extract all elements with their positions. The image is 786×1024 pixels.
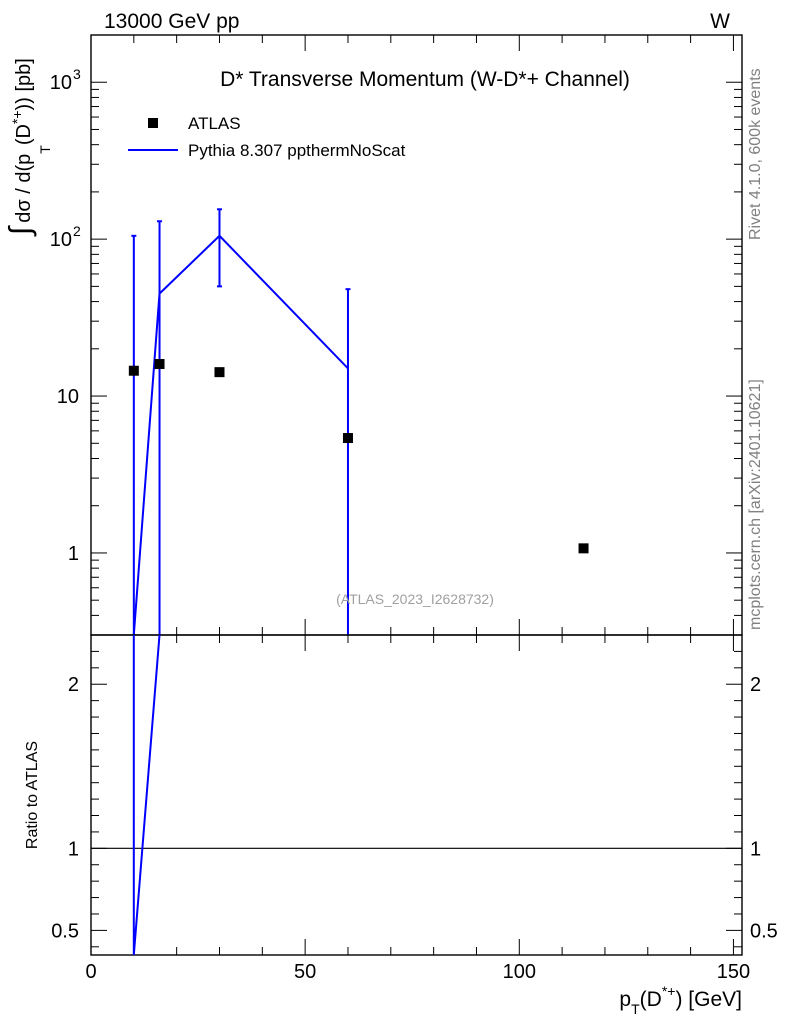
chart-title: D* Transverse Momentum (W-D*+ Channel)	[220, 68, 630, 91]
ratio-series	[91, 634, 742, 956]
ratio-plot-frame	[90, 634, 743, 956]
x-axis-label: pT(D*+) [GeV]	[619, 983, 742, 1017]
analysis-annotation: (ATLAS_2023_I2628732)	[336, 591, 494, 607]
header-right: W	[710, 10, 730, 33]
header-left: 13000 GeV pp	[104, 10, 239, 33]
y-tick-label: 10	[50, 229, 72, 251]
main-series	[128, 208, 589, 636]
ratio-y-axis-label: Ratio to ATLAS	[24, 741, 41, 849]
legend: ATLAS Pythia 8.307 ppthermNoScat	[128, 114, 406, 160]
atlas-data-point	[342, 433, 353, 444]
ratio-y-tick-label-left: 1	[68, 838, 79, 860]
legend-label-pythia: Pythia 8.307 ppthermNoScat	[188, 141, 406, 160]
y-label-sub: T	[37, 145, 53, 154]
x-tick-label: 150	[717, 961, 750, 983]
ratio-y-tick-label-left: 2	[68, 674, 79, 696]
y-tick-label: 1	[68, 543, 79, 565]
x-tick-label: 50	[294, 961, 316, 983]
x-label-main: p	[619, 988, 631, 1011]
y-label-end: )) [pb]	[13, 58, 35, 110]
ratio-y-tick-label-left: 0.5	[51, 920, 79, 942]
atlas-data-point	[214, 367, 225, 378]
y-tick-label: 10	[50, 72, 72, 94]
svg-text:∫dσ / d(pT(D*+)) [pb]: ∫ dσ / d(pT(D*+)) [pb]	[4, 58, 53, 237]
ratio-y-tick-label-right: 0.5	[750, 920, 778, 942]
svg-text:pT(D*+) [GeV]: pT(D*+) [GeV]	[619, 983, 742, 1017]
rivet-info: Rivet 4.1.0, 600k events	[747, 68, 764, 240]
x-tick-label: 0	[85, 961, 96, 983]
legend-label-atlas: ATLAS	[188, 114, 241, 133]
ratio-y-tick-label-right: 1	[750, 838, 761, 860]
y-label-integral: ∫	[4, 225, 37, 237]
atlas-data-point	[578, 543, 589, 554]
y-label-main: dσ / d(p	[13, 154, 35, 223]
y-label-sup: *+	[9, 110, 25, 124]
legend-marker-atlas	[148, 118, 158, 128]
main-y-axis-label: ∫ dσ / d(pT(D*+)) [pb]	[4, 58, 53, 237]
y-tick-label-exponent: 2	[73, 223, 81, 239]
ratio-pythia-line	[132, 634, 161, 956]
x-tick-label: 100	[503, 961, 536, 983]
ratio-y-tick-label-right: 2	[750, 674, 761, 696]
pythia-line	[132, 234, 349, 636]
y-tick-label-exponent: 3	[73, 66, 81, 82]
x-label-mid: (D	[640, 988, 662, 1011]
x-label-end: ) [GeV]	[675, 988, 742, 1011]
y-tick-label: 10	[57, 386, 79, 408]
x-label-sup: *+	[662, 983, 676, 999]
y-label-mid: (D	[13, 124, 35, 145]
x-label-sub: T	[631, 1001, 640, 1017]
mcplots-reference: mcplots.cern.ch [arXiv:2401.10621]	[747, 379, 764, 630]
atlas-data-point	[128, 365, 139, 376]
atlas-data-point	[154, 359, 165, 370]
